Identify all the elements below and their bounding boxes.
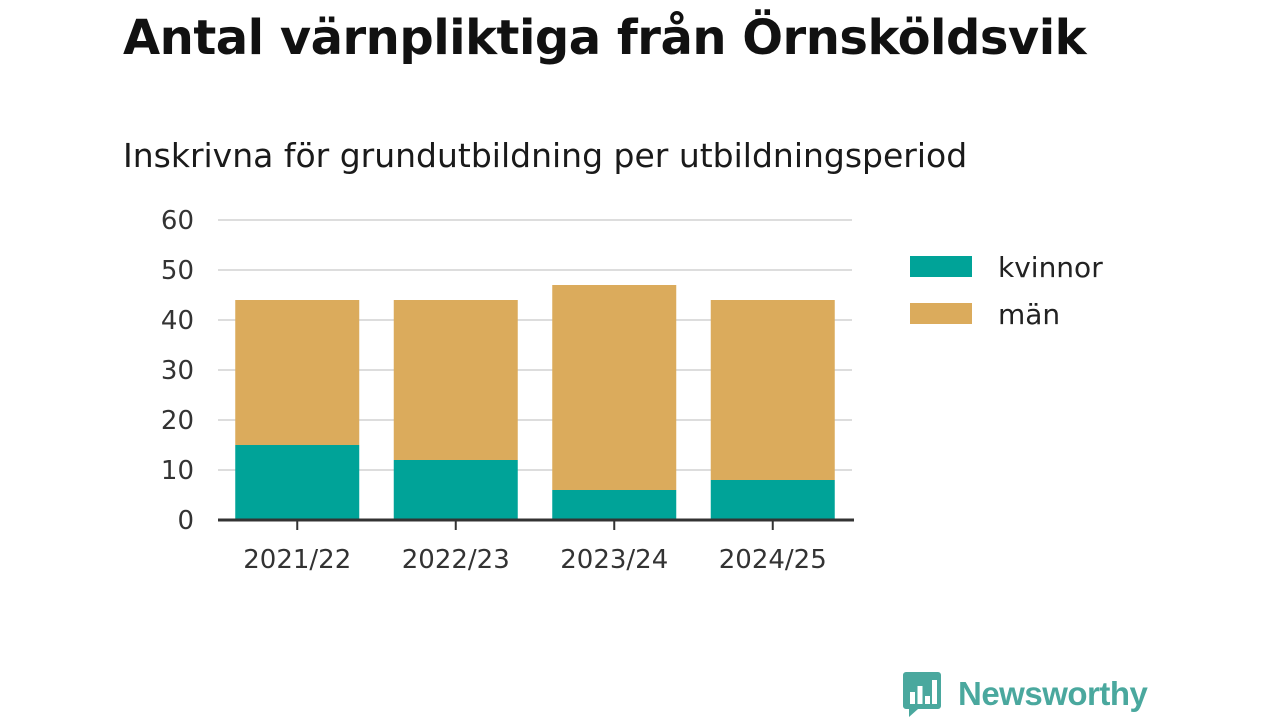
legend-label-kvinnor: kvinnor bbox=[998, 251, 1103, 284]
y-tick-label-0: 0 bbox=[177, 506, 194, 536]
x-tick-label-2022-23: 2022/23 bbox=[402, 545, 510, 575]
bar-kvinnor-2023-24 bbox=[552, 490, 677, 520]
bar-kvinnor-2024-25 bbox=[710, 480, 835, 520]
newsworthy-brand: Newsworthy bbox=[902, 670, 1148, 718]
legend-swatch-kvinnor bbox=[910, 256, 972, 277]
y-tick-label-40: 40 bbox=[161, 306, 194, 336]
bar-man-2023-24 bbox=[552, 285, 677, 490]
x-tick-label-2023-24: 2023/24 bbox=[560, 545, 668, 575]
bar-kvinnor-2021-22 bbox=[235, 445, 360, 520]
legend-label-man: män bbox=[998, 298, 1060, 331]
bar-man-2022-23 bbox=[393, 300, 518, 460]
y-tick-label-60: 60 bbox=[161, 206, 194, 236]
y-tick-label-10: 10 bbox=[161, 456, 194, 486]
x-tick-label-2021-22: 2021/22 bbox=[243, 545, 351, 575]
x-tick-label-2024-25: 2024/25 bbox=[719, 545, 827, 575]
y-tick-label-50: 50 bbox=[161, 256, 194, 286]
legend: kvinnor män bbox=[910, 251, 1103, 331]
bar-man-2024-25 bbox=[710, 300, 835, 480]
brand-name: Newsworthy bbox=[958, 675, 1148, 712]
axes: 0 10 20 30 40 50 60 2021/22 2022/23 2023/24 2024/2… bbox=[161, 206, 854, 575]
legend-swatch-man bbox=[910, 303, 972, 324]
chart-subtitle: Inskrivna för grundutbildning per utbild… bbox=[123, 136, 968, 175]
y-tick-label-30: 30 bbox=[161, 356, 194, 386]
bar-man-2021-22 bbox=[235, 300, 360, 445]
y-tick-label-20: 20 bbox=[161, 406, 194, 436]
bars bbox=[235, 285, 835, 520]
chart-title: Antal värnpliktiga från Örnsköldsvik bbox=[123, 10, 1087, 66]
bar-kvinnor-2022-23 bbox=[393, 460, 518, 520]
bar-chart-speech-bubble-icon bbox=[903, 672, 941, 717]
